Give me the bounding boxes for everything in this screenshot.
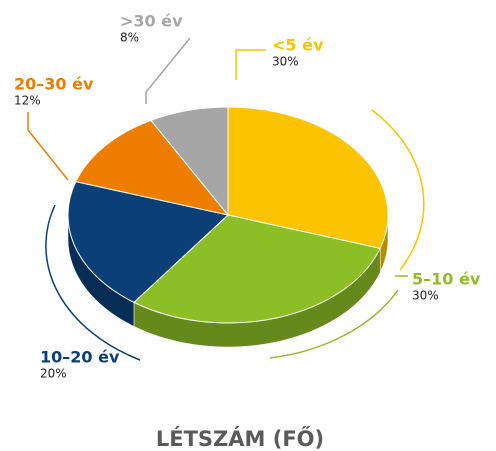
value-label: 30% (272, 55, 299, 69)
leader-line (235, 49, 425, 271)
value-label: 8% (120, 31, 139, 45)
category-label: >30 év (120, 12, 183, 31)
slice (227, 106, 389, 249)
leader-line (27, 112, 69, 181)
leader-line (45, 204, 141, 361)
slice (150, 106, 229, 217)
slice (67, 181, 230, 303)
category-label: 20–30 év (14, 75, 94, 94)
slice (133, 214, 381, 324)
leader-line (145, 37, 191, 104)
category-label: <5 év (272, 36, 324, 55)
slice (75, 119, 230, 216)
category-label: 10–20 év (40, 348, 120, 367)
category-label: 5–10 év (412, 270, 481, 289)
value-label: 20% (40, 367, 67, 381)
chart-title: LÉTSZÁM (FŐ) (156, 426, 324, 451)
value-label: 12% (14, 94, 41, 108)
leader-line (269, 275, 408, 359)
value-label: 30% (412, 289, 439, 303)
